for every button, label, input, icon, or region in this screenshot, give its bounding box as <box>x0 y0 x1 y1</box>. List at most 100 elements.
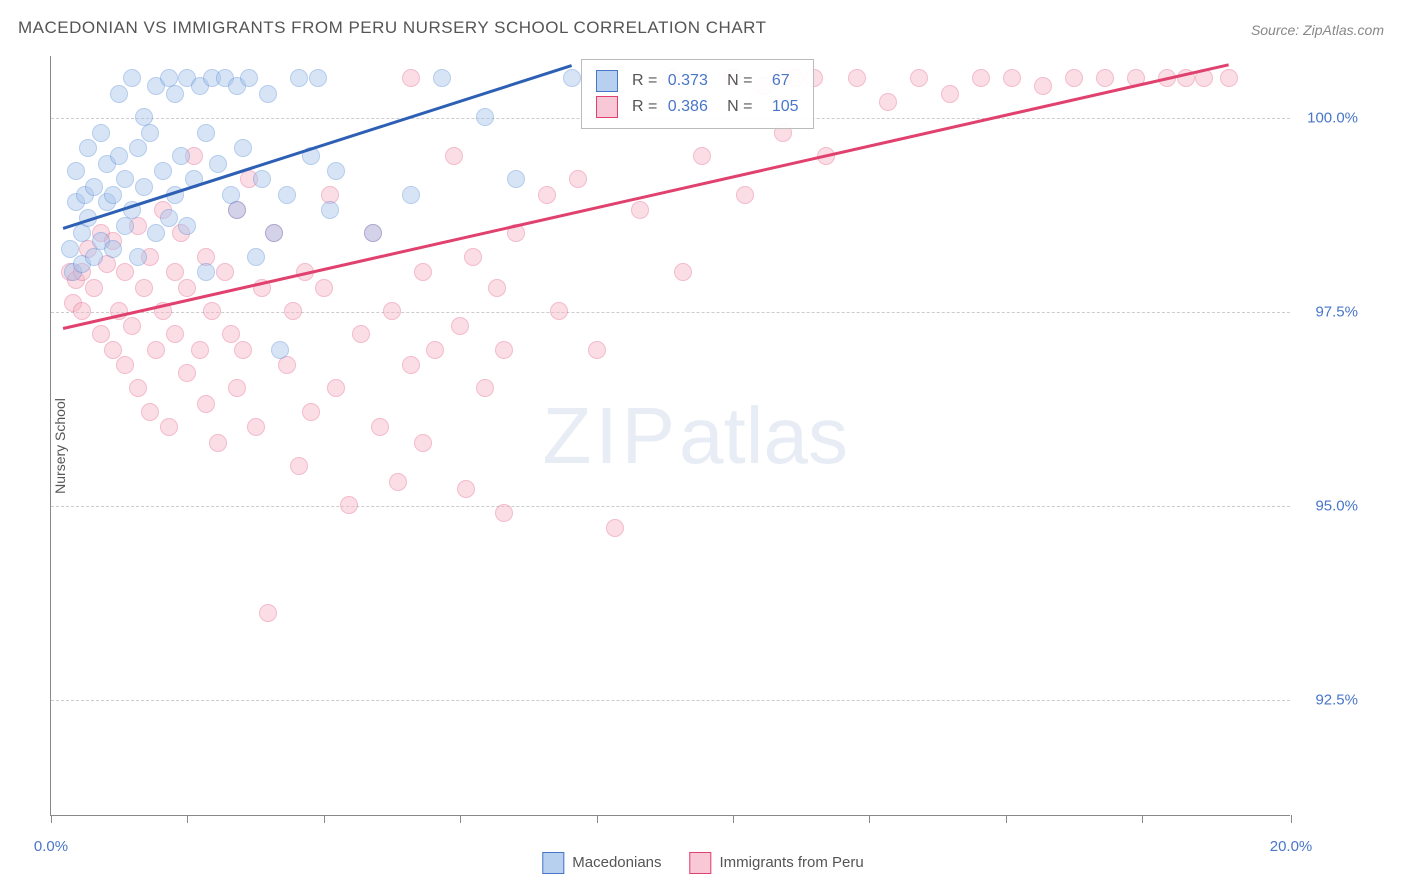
scatter-point-macedonians <box>104 240 122 258</box>
scatter-point-peru <box>414 263 432 281</box>
scatter-point-peru <box>414 434 432 452</box>
scatter-point-macedonians <box>476 108 494 126</box>
scatter-point-macedonians <box>247 248 265 266</box>
scatter-point-peru <box>166 325 184 343</box>
scatter-point-peru <box>941 85 959 103</box>
scatter-point-macedonians <box>85 178 103 196</box>
stats-row-macedonians: R = 0.373 N = 67 <box>596 70 799 92</box>
scatter-point-peru <box>278 356 296 374</box>
scatter-point-macedonians <box>278 186 296 204</box>
x-tick <box>597 815 598 823</box>
scatter-point-peru <box>129 379 147 397</box>
scatter-point-peru <box>259 604 277 622</box>
scatter-point-macedonians <box>228 201 246 219</box>
scatter-point-macedonians <box>402 186 420 204</box>
scatter-point-peru <box>550 302 568 320</box>
legend-label: Macedonians <box>572 854 661 871</box>
scatter-point-peru <box>247 418 265 436</box>
scatter-point-peru <box>104 341 122 359</box>
scatter-point-macedonians <box>240 69 258 87</box>
scatter-point-peru <box>1034 77 1052 95</box>
scatter-point-macedonians <box>507 170 525 188</box>
plot-area: ZIPatlas 92.5%95.0%97.5%100.0%0.0%20.0%R… <box>50 56 1290 816</box>
scatter-point-peru <box>1096 69 1114 87</box>
legend-label: Immigrants from Peru <box>720 854 864 871</box>
scatter-point-macedonians <box>147 224 165 242</box>
scatter-point-peru <box>228 379 246 397</box>
scatter-point-peru <box>315 279 333 297</box>
scatter-point-peru <box>569 170 587 188</box>
scatter-point-peru <box>116 263 134 281</box>
scatter-point-peru <box>284 302 302 320</box>
x-tick <box>51 815 52 823</box>
scatter-point-peru <box>631 201 649 219</box>
watermark: ZIPatlas <box>543 390 848 482</box>
scatter-point-peru <box>209 434 227 452</box>
scatter-point-macedonians <box>271 341 289 359</box>
scatter-point-peru <box>203 302 221 320</box>
scatter-point-peru <box>588 341 606 359</box>
x-tick <box>187 815 188 823</box>
watermark-atlas: atlas <box>679 391 848 480</box>
scatter-point-peru <box>674 263 692 281</box>
scatter-point-peru <box>451 317 469 335</box>
scatter-point-peru <box>1220 69 1238 87</box>
scatter-point-peru <box>879 93 897 111</box>
n-label: N = <box>714 72 757 90</box>
scatter-point-peru <box>1065 69 1083 87</box>
scatter-point-peru <box>141 403 159 421</box>
gridline <box>51 700 1290 701</box>
scatter-point-macedonians <box>234 139 252 157</box>
scatter-point-peru <box>457 480 475 498</box>
scatter-point-peru <box>736 186 754 204</box>
x-tick <box>324 815 325 823</box>
scatter-point-peru <box>476 379 494 397</box>
stats-box: R = 0.373 N = 67R = 0.386 N = 105 <box>581 59 814 129</box>
scatter-point-peru <box>352 325 370 343</box>
scatter-point-peru <box>972 69 990 87</box>
scatter-point-peru <box>848 69 866 87</box>
scatter-point-macedonians <box>197 263 215 281</box>
scatter-point-peru <box>495 341 513 359</box>
gridline <box>51 506 1290 507</box>
scatter-point-peru <box>606 519 624 537</box>
scatter-point-macedonians <box>104 186 122 204</box>
scatter-point-peru <box>178 279 196 297</box>
scatter-point-peru <box>1003 69 1021 87</box>
scatter-point-peru <box>197 395 215 413</box>
scatter-point-peru <box>92 325 110 343</box>
r-label: R = <box>632 72 662 90</box>
swatch-macedonians <box>596 70 618 92</box>
scatter-point-peru <box>402 356 420 374</box>
scatter-point-macedonians <box>253 170 271 188</box>
x-tick <box>869 815 870 823</box>
source-attribution: Source: ZipAtlas.com <box>1251 22 1384 38</box>
legend-bottom: Macedonians Immigrants from Peru <box>542 852 863 874</box>
r-value: 0.386 <box>668 98 708 116</box>
scatter-point-peru <box>85 279 103 297</box>
watermark-zip: ZIP <box>543 391 679 480</box>
scatter-point-peru <box>290 457 308 475</box>
scatter-point-peru <box>116 356 134 374</box>
scatter-point-macedonians <box>160 209 178 227</box>
scatter-point-macedonians <box>172 147 190 165</box>
scatter-point-peru <box>234 341 252 359</box>
legend-item-peru: Immigrants from Peru <box>690 852 864 874</box>
y-tick-label: 100.0% <box>1307 110 1358 127</box>
scatter-point-peru <box>340 496 358 514</box>
x-tick <box>1006 815 1007 823</box>
scatter-point-macedonians <box>563 69 581 87</box>
scatter-point-peru <box>538 186 556 204</box>
scatter-point-peru <box>302 403 320 421</box>
scatter-point-macedonians <box>110 85 128 103</box>
scatter-point-peru <box>389 473 407 491</box>
scatter-point-macedonians <box>265 224 283 242</box>
scatter-point-macedonians <box>135 178 153 196</box>
scatter-point-peru <box>327 379 345 397</box>
scatter-point-macedonians <box>309 69 327 87</box>
scatter-point-macedonians <box>433 69 451 87</box>
scatter-point-macedonians <box>197 124 215 142</box>
scatter-point-macedonians <box>67 162 85 180</box>
scatter-point-macedonians <box>327 162 345 180</box>
x-tick <box>733 815 734 823</box>
